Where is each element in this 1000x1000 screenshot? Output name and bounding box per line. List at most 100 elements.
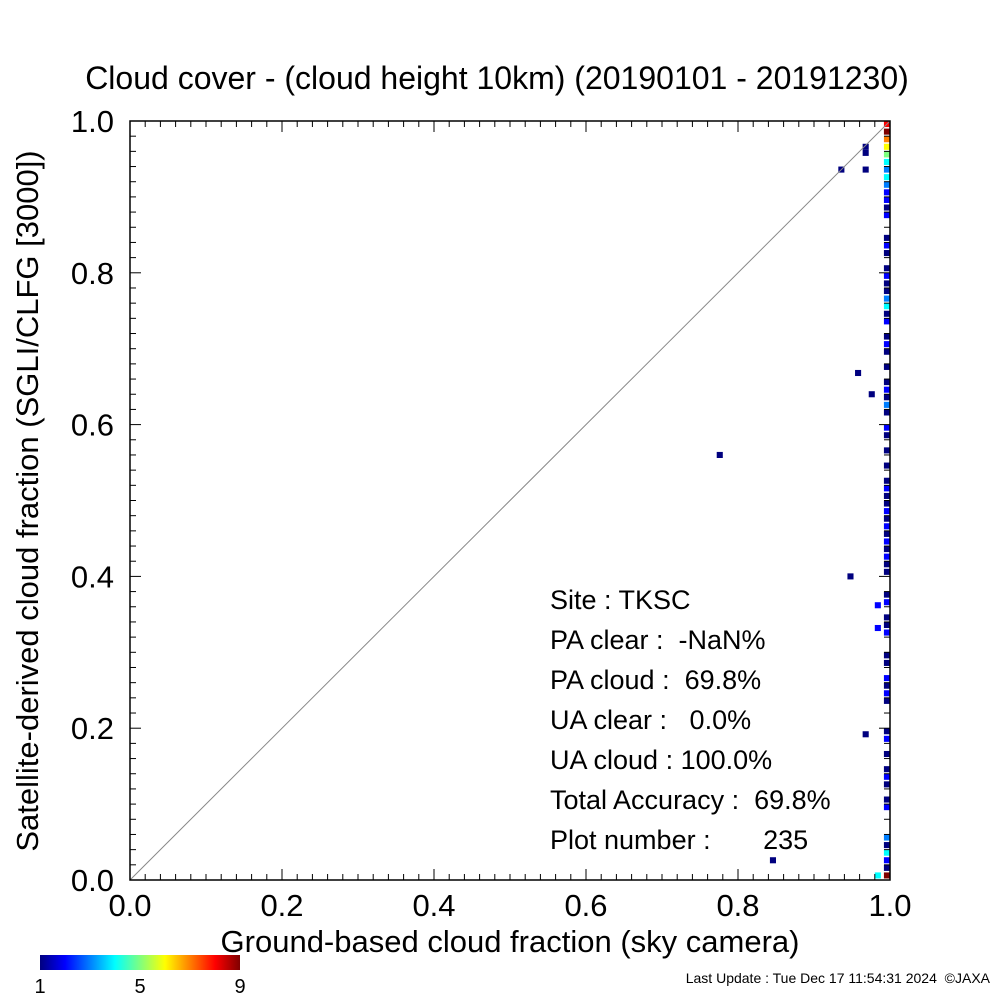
heatmap-cell: [883, 485, 890, 492]
heatmap-cell: [883, 728, 890, 735]
heatmap-cell: [883, 773, 890, 780]
heatmap-cell: [883, 341, 890, 348]
colorbar-tick-label: 5: [134, 976, 145, 998]
heatmap-cell: [883, 530, 890, 537]
heatmap-cell: [874, 624, 881, 632]
heatmap-cell: [883, 675, 890, 682]
heatmap-cell: [874, 602, 881, 609]
stat-ua-clear: UA clear : 0.0%: [550, 705, 751, 735]
heatmap-cell: [883, 287, 890, 295]
heatmap-cell: [883, 250, 890, 257]
colorbar-tick-label: 1: [34, 976, 45, 998]
heatmap-cell: [883, 151, 890, 158]
y-tick-label: 0.0: [71, 863, 114, 898]
heatmap-cell: [883, 591, 890, 598]
heatmap-cells: [716, 121, 890, 879]
heatmap-cell: [883, 872, 890, 879]
heatmap-cell: [883, 849, 890, 856]
heatmap-cell: [883, 348, 890, 355]
heatmap-cell: [862, 731, 869, 738]
heatmap-cell: [883, 166, 890, 173]
heatmap-cell: [883, 538, 890, 545]
heatmap-cell: [883, 515, 890, 522]
heatmap-cell: [769, 857, 776, 864]
heatmap-cell: [883, 523, 890, 530]
x-tick-label: 0.8: [716, 888, 759, 923]
y-tick-label: 0.2: [71, 711, 114, 746]
y-tick-label: 1.0: [71, 104, 114, 139]
y-tick-labels: 0.0 0.2 0.4 0.6 0.8 1.0: [71, 104, 114, 898]
heatmap-cell: [883, 690, 890, 697]
heatmap-cell: [883, 394, 890, 401]
heatmap-cell: [883, 280, 890, 287]
heatmap-cell: [883, 621, 890, 629]
heatmap-cell: [855, 369, 862, 377]
last-update-footer: Last Update : Tue Dec 17 11:54:31 2024 ©…: [686, 970, 991, 986]
one-to-one-line: [129, 120, 891, 881]
y-tick-label: 0.6: [71, 408, 114, 443]
heatmap-cell: [883, 842, 890, 849]
heatmap-cell: [883, 136, 890, 143]
heatmap-cell: [883, 143, 890, 150]
heatmap-cell: [883, 864, 890, 871]
heatmap-cell: [862, 143, 869, 150]
heatmap-cell: [883, 682, 890, 689]
heatmap-cell: [883, 128, 890, 135]
x-tick-labels: 0.0 0.2 0.4 0.6 0.8 1.0: [108, 888, 911, 923]
heatmap-cell: [868, 391, 875, 398]
heatmap-cell: [847, 573, 854, 580]
heatmap-cell: [883, 174, 890, 181]
heatmap-cell: [874, 872, 881, 879]
heatmap-cell: [883, 500, 890, 507]
heatmap-cell: [883, 508, 890, 515]
heatmap-cell: [883, 614, 890, 621]
heatmap-cell: [862, 149, 869, 156]
x-tick-label: 0.2: [260, 888, 303, 923]
colorbar-gradient: [40, 955, 240, 970]
heatmap-cell: [883, 432, 890, 439]
y-tick-label: 0.8: [71, 256, 114, 291]
x-axis-label: Ground-based cloud fraction (sky camera): [221, 924, 800, 959]
heatmap-cell: [883, 629, 890, 636]
heatmap-cell: [883, 212, 890, 219]
axis-ticks: [129, 120, 891, 881]
heatmap-cell: [716, 451, 723, 458]
x-tick-label: 0.4: [412, 888, 455, 923]
stat-total-accuracy: Total Accuracy : 69.8%: [550, 785, 831, 815]
heatmap-cell: [883, 363, 890, 370]
heatmap-cell: [883, 196, 890, 203]
x-tick-label: 0.6: [564, 888, 607, 923]
colorbar-labels: 1 5 9: [34, 976, 245, 998]
heatmap-cell: [883, 379, 890, 386]
x-tick-label: 0.0: [108, 888, 151, 923]
heatmap-cell: [883, 272, 890, 279]
colorbar-tick-label: 9: [234, 976, 245, 998]
heatmap-cell: [883, 796, 890, 803]
heatmap-cell: [883, 568, 890, 575]
x-tick-label: 1.0: [868, 888, 911, 923]
heatmap-cell: [883, 750, 890, 758]
heatmap-cell: [883, 462, 890, 469]
stat-site: Site : TKSC: [550, 585, 691, 615]
heatmap-cell: [883, 834, 890, 841]
heatmap-cell: [883, 158, 890, 166]
heatmap-cell: [883, 553, 890, 560]
heatmap-cell: [883, 401, 890, 408]
heatmap-cell: [883, 310, 890, 317]
stat-plot-number: Plot number : 235: [550, 825, 808, 855]
heatmap-cell: [883, 303, 890, 310]
chart-title: Cloud cover - (cloud height 10km) (20190…: [85, 60, 909, 96]
heatmap-cell: [883, 204, 890, 211]
heatmap-cell: [883, 181, 890, 188]
y-axis-label: Satellite-derived cloud fraction (SGLI/C…: [10, 150, 45, 851]
heatmap-cell: [883, 265, 890, 272]
stat-pa-cloud: PA cloud : 69.8%: [550, 665, 761, 695]
heatmap-cell: [883, 189, 890, 196]
stat-pa-clear: PA clear : -NaN%: [550, 625, 766, 655]
heatmap-cell: [883, 333, 890, 340]
heatmap-cell: [883, 424, 890, 431]
heatmap-cell: [883, 804, 890, 811]
heatmap-cell: [862, 166, 869, 173]
heatmap-cell: [883, 561, 890, 568]
